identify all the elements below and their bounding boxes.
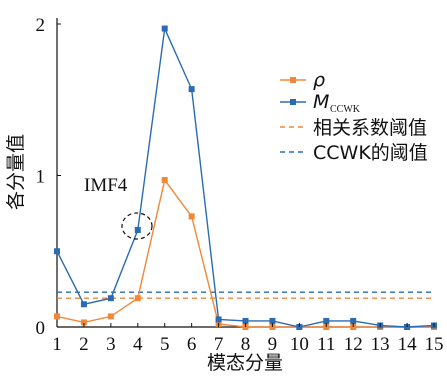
x-axis-label: 模态分量 — [207, 352, 283, 374]
legend-marker-mccwk — [290, 99, 296, 105]
legend-item-rho: ρ — [280, 69, 325, 91]
annotation-label: IMF4 — [84, 175, 128, 196]
x-tick-label-13: 13 — [371, 334, 390, 355]
x-tick-label-12: 12 — [344, 334, 363, 355]
y-tick-label-1: 1 — [36, 167, 46, 188]
data-point-s0-1 — [54, 313, 60, 320]
x-tick-label-9: 9 — [268, 334, 278, 355]
series-line-0 — [56, 178, 434, 328]
data-point-s1-6 — [188, 86, 195, 93]
x-tick-label-10: 10 — [290, 334, 309, 355]
data-point-s1-4 — [134, 227, 141, 234]
legend-label-ccwk-threshold: CCWK的阈值 — [313, 142, 428, 164]
legend-item-mccwk: M CCWK — [280, 91, 361, 115]
x-tick-label-1: 1 — [52, 334, 62, 355]
data-point-s0-3 — [107, 313, 114, 320]
x-tick-label-3: 3 — [106, 334, 116, 355]
x-tick-label-5: 5 — [160, 334, 170, 355]
legend-marker-rho — [290, 77, 296, 83]
data-point-s1-11 — [323, 317, 330, 324]
data-point-s1-8 — [242, 317, 249, 324]
x-tick-label-6: 6 — [187, 334, 197, 355]
data-point-s1-1 — [54, 248, 60, 255]
y-tick-label-2: 2 — [36, 15, 46, 36]
annotation: IMF4 — [84, 175, 153, 240]
data-point-s1-3 — [107, 295, 114, 302]
data-point-s0-6 — [188, 213, 195, 220]
data-point-s0-4 — [134, 295, 141, 302]
legend-label-corr-threshold: 相关系数阈值 — [313, 117, 427, 139]
y-tick-label-0: 0 — [36, 318, 46, 339]
x-tick-label-7: 7 — [214, 334, 224, 355]
x-tick-label-8: 8 — [241, 334, 251, 355]
legend-label-mccwk: M — [313, 91, 329, 113]
y-axis-label: 各分量值 — [5, 134, 27, 210]
x-ticks: 1 2 3 4 5 6 7 8 9 10 11 12 13 14 15 — [52, 323, 444, 355]
x-tick-label-11: 11 — [317, 334, 335, 355]
x-tick-label-15: 15 — [425, 334, 444, 355]
data-point-s1-2 — [80, 301, 87, 308]
x-tick-label-2: 2 — [79, 334, 89, 355]
y-ticks: 0 1 2 — [36, 15, 61, 339]
legend-item-ccwk-threshold: CCWK的阈值 — [280, 142, 428, 164]
x-tick-label-14: 14 — [398, 334, 418, 355]
data-point-s1-5 — [161, 25, 168, 32]
legend: ρ M CCWK 相关系数阈值 CCWK的阈值 — [280, 69, 428, 164]
legend-label-rho: ρ — [313, 69, 325, 91]
plot-area: 1 2 3 4 5 6 7 8 9 10 11 12 13 14 15 012 — [36, 15, 444, 355]
legend-label-mccwk-subscript: CCWK — [330, 104, 361, 115]
data-point-s1-7 — [215, 316, 222, 323]
data-point-s1-12 — [350, 317, 357, 324]
data-point-s1-9 — [269, 317, 276, 324]
legend-item-corr-threshold: 相关系数阈值 — [280, 117, 427, 139]
x-tick-label-4: 4 — [133, 334, 143, 355]
data-point-s0-2 — [80, 319, 87, 326]
data-point-s0-5 — [161, 177, 168, 184]
annotation-ellipse — [121, 212, 153, 240]
